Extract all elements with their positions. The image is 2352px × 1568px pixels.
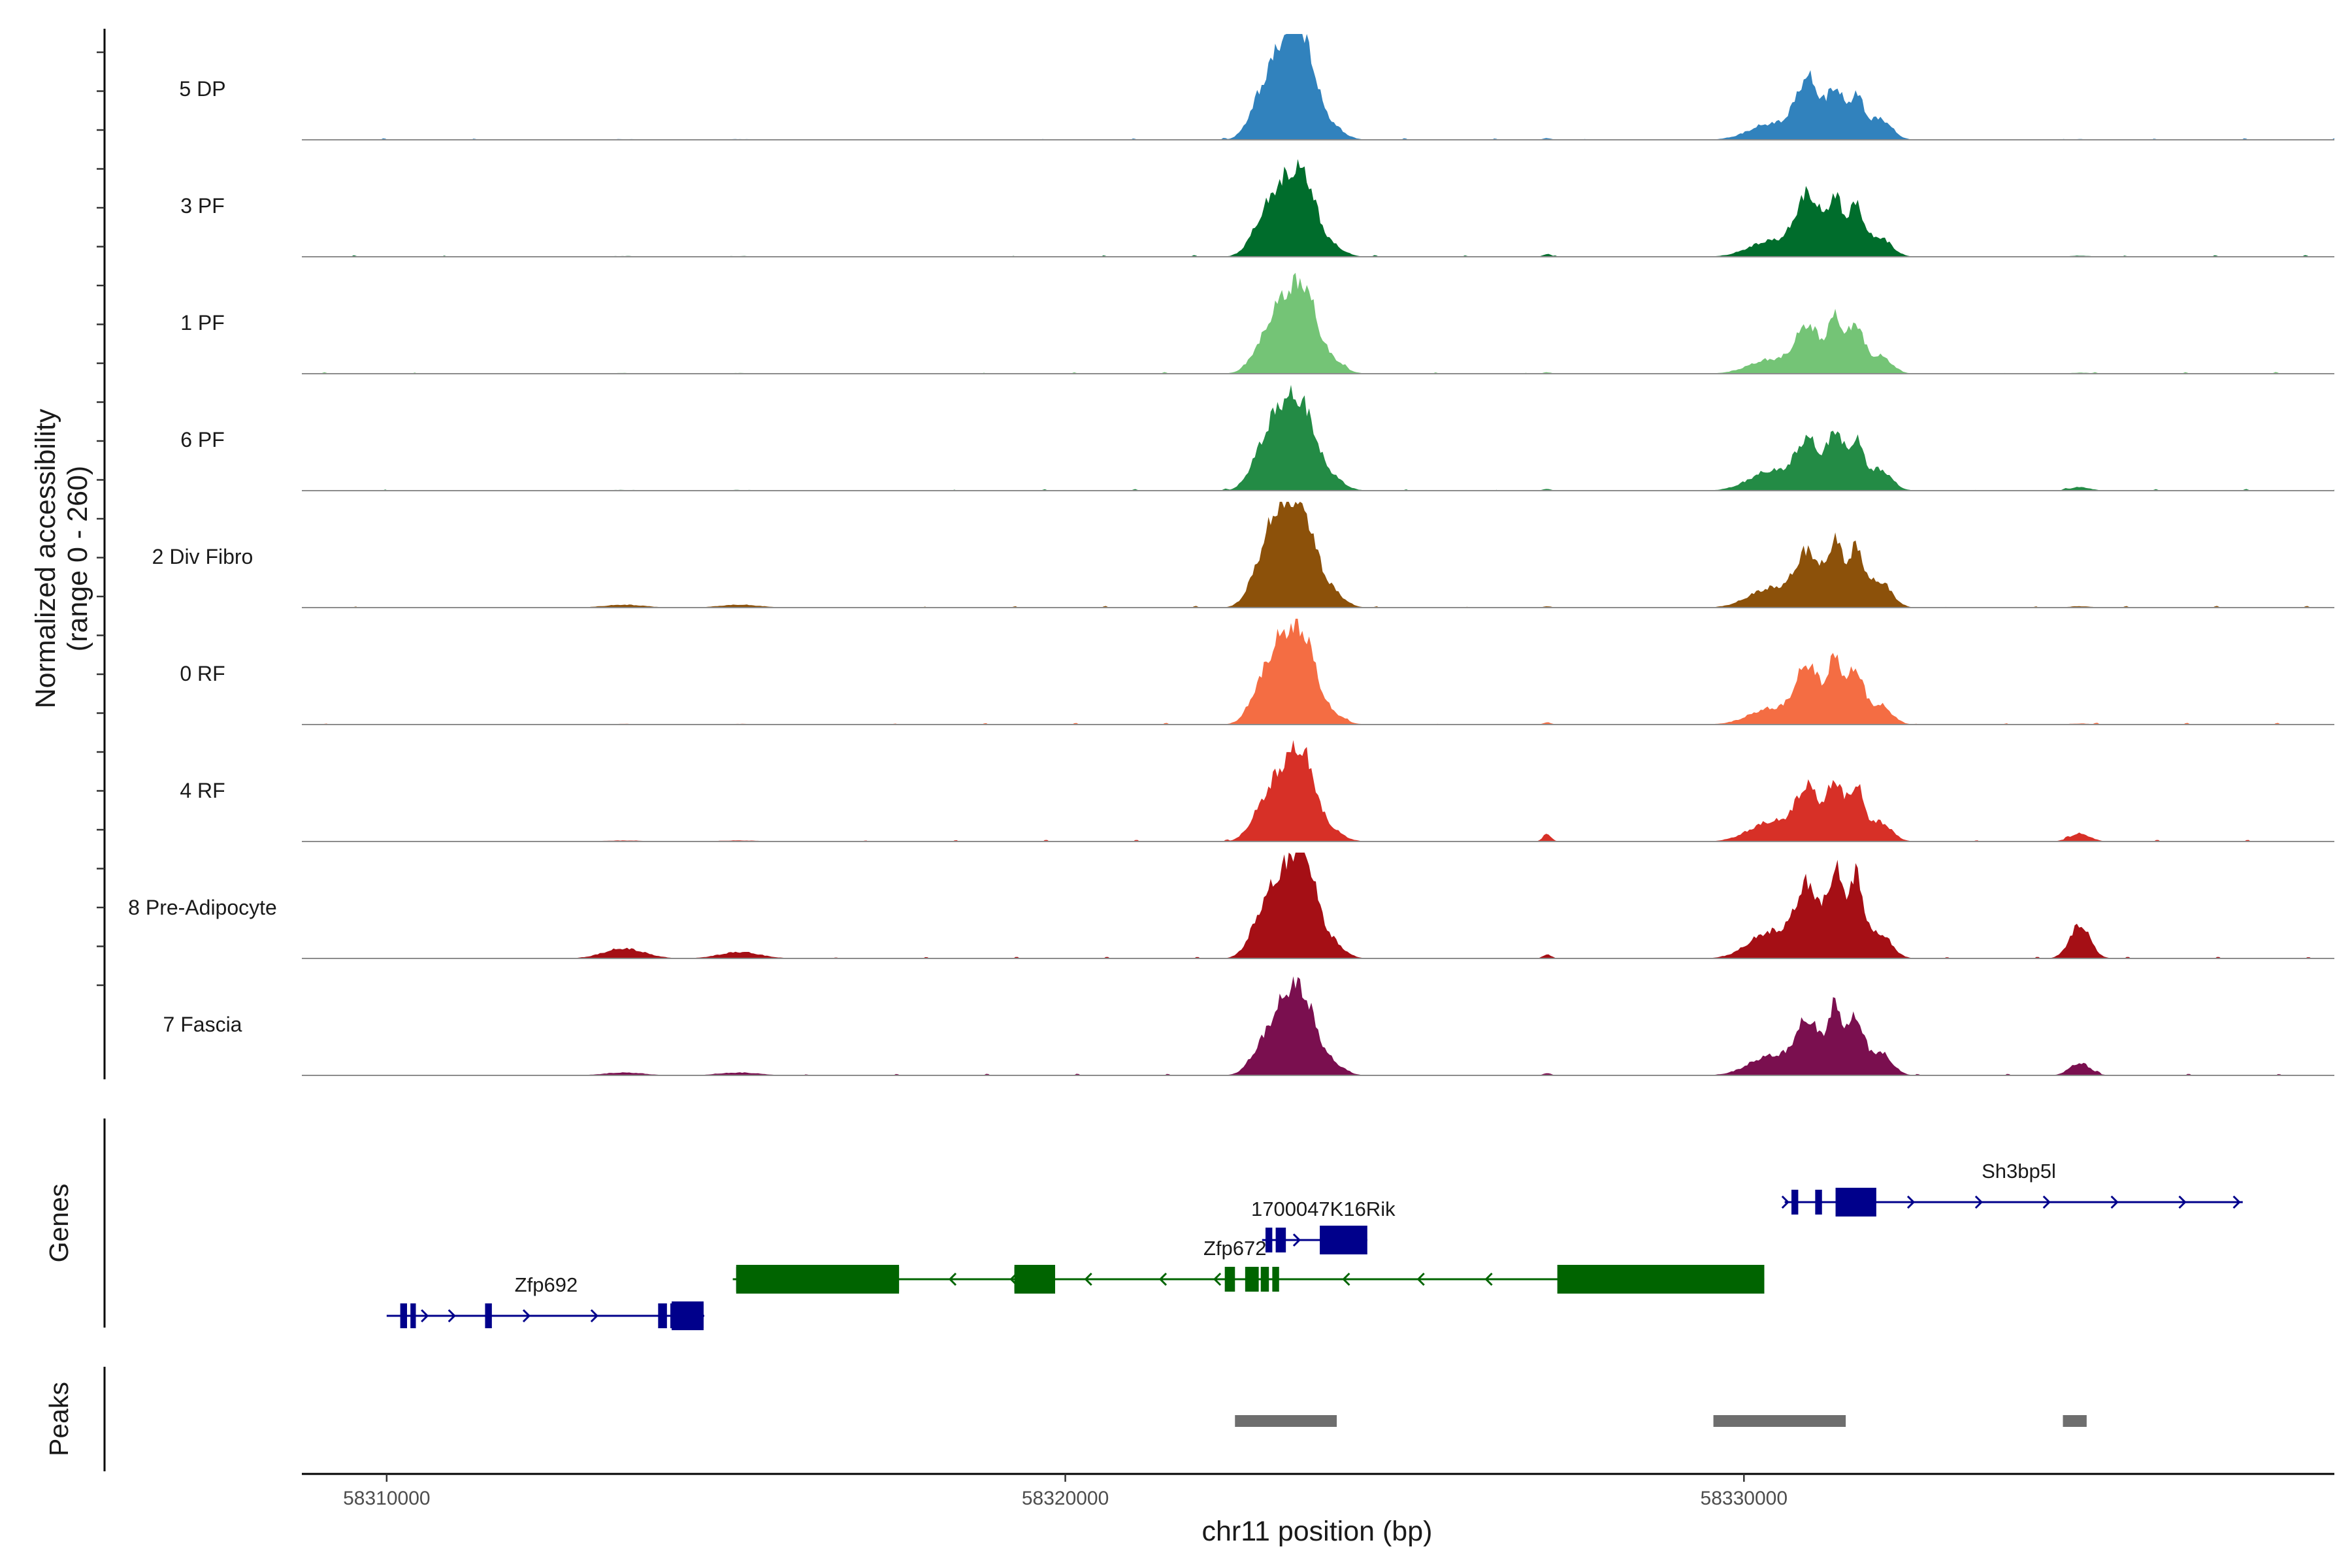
gene-annotations: Zfp692 Zfp672 1700047K16Rik Sh3bp5l <box>386 1160 2243 1330</box>
gene-zfp692: Zfp692 <box>386 1273 704 1330</box>
strand-arrow <box>2178 1195 2187 1209</box>
strand-arrow <box>1342 1272 1350 1286</box>
gene-exon <box>1815 1190 1822 1215</box>
gene-exon <box>410 1303 416 1328</box>
strand-arrow <box>1009 1272 1018 1286</box>
track-label-7-fascia: 7 Fascia <box>163 1013 242 1036</box>
gene-coding-exon <box>1014 1265 1055 1294</box>
strand-arrow <box>1084 1272 1092 1286</box>
strand-arrow <box>1292 1233 1301 1247</box>
y-axis-title-line2: (range 0 - 260) <box>62 466 93 651</box>
strand-arrow <box>948 1272 957 1286</box>
coverage-area-1-pf <box>302 272 2334 374</box>
track-label-1-pf: 1 PF <box>180 311 225 335</box>
gene-coding-exon <box>1320 1226 1367 1254</box>
x-axis-ticks: 58310000 58320000 58330000 <box>343 1474 1788 1509</box>
track-label-5-dp: 5 DP <box>179 77 225 101</box>
coverage-area-4-rf <box>302 740 2334 841</box>
gene-exon <box>658 1303 667 1328</box>
track-label-3-pf: 3 PF <box>180 194 225 218</box>
strand-arrow <box>2042 1195 2051 1209</box>
track-label-6-pf: 6 PF <box>180 428 225 451</box>
strand-arrow <box>448 1309 456 1323</box>
genes-panel-title: Genes <box>44 1184 74 1263</box>
gene-exon <box>1791 1190 1799 1215</box>
gene-coding-exon <box>672 1301 704 1330</box>
strand-arrow <box>1416 1272 1425 1286</box>
coverage-area-5-dp <box>302 34 2334 140</box>
gene-exon <box>485 1303 492 1328</box>
strand-arrow <box>2110 1195 2119 1209</box>
gene-zfp672: Zfp672 <box>732 1237 1765 1294</box>
gene-label: Zfp692 <box>515 1273 578 1296</box>
peaks-panel-title: Peaks <box>44 1382 74 1456</box>
track-label-2-div-fibro: 2 Div Fibro <box>152 545 253 568</box>
strand-arrow <box>1974 1195 1983 1209</box>
coverage-area-8-pre-adipocyte <box>302 853 2334 958</box>
strand-arrow <box>2232 1195 2241 1209</box>
coverage-area-2-div-fibro <box>302 502 2334 608</box>
coverage-tracks: 5 DP 3 PF 1 PF 6 PF 2 Div Fibro 0 RF 4 RF 8 Pre… <box>128 34 2334 1076</box>
coverage-area-7-fascia <box>302 976 2334 1075</box>
strand-arrow <box>1484 1272 1493 1286</box>
y-axis-title-line1: Normalized accessibility <box>30 408 61 708</box>
gene-coding-exon <box>736 1265 900 1294</box>
strand-arrow <box>1158 1272 1168 1286</box>
gene-exon <box>1272 1267 1279 1292</box>
gene-label: Sh3bp5l <box>1982 1160 2056 1183</box>
track-label-8-pre-adipocyte: 8 Pre-Adipocyte <box>128 896 277 919</box>
peak-regions <box>1235 1415 2087 1427</box>
coverage-area-0-rf <box>302 619 2334 725</box>
coverage-y-ticks <box>97 51 105 987</box>
gene-sh3bp5l: Sh3bp5l <box>1781 1160 2243 1217</box>
gene-exon <box>1265 1228 1273 1252</box>
peak-region <box>1235 1415 1337 1427</box>
strand-arrow <box>522 1309 531 1323</box>
x-tick-label: 58320000 <box>1022 1488 1109 1509</box>
coverage-area-6-pf <box>302 385 2334 491</box>
gene-coding-exon <box>1835 1188 1876 1217</box>
x-tick-label: 58330000 <box>1701 1488 1788 1509</box>
gene-exon <box>1224 1267 1235 1292</box>
strand-arrow <box>421 1309 429 1323</box>
peak-region <box>2063 1415 2087 1427</box>
track-label-0-rf: 0 RF <box>180 662 225 685</box>
track-label-4-rf: 4 RF <box>180 779 225 802</box>
strand-arrow <box>1781 1195 1789 1209</box>
strand-arrow <box>1213 1272 1222 1286</box>
gene-exon <box>400 1303 408 1328</box>
peak-region <box>1713 1415 1846 1427</box>
gene-label: 1700047K16Rik <box>1251 1198 1396 1220</box>
gene-exon <box>1245 1267 1259 1292</box>
gene-exon <box>1275 1228 1286 1252</box>
strand-arrow <box>1906 1195 1916 1209</box>
coverage-area-3-pf <box>302 159 2334 257</box>
gene-coding-exon <box>1557 1265 1765 1294</box>
x-tick-label: 58310000 <box>343 1488 430 1509</box>
gene-label: Zfp672 <box>1203 1237 1267 1260</box>
x-axis-title: chr11 position (bp) <box>1202 1516 1433 1547</box>
gene-1700047k16rik: 1700047K16Rik <box>1251 1198 1396 1254</box>
strand-arrow <box>590 1309 598 1323</box>
gene-exon <box>1260 1267 1269 1292</box>
